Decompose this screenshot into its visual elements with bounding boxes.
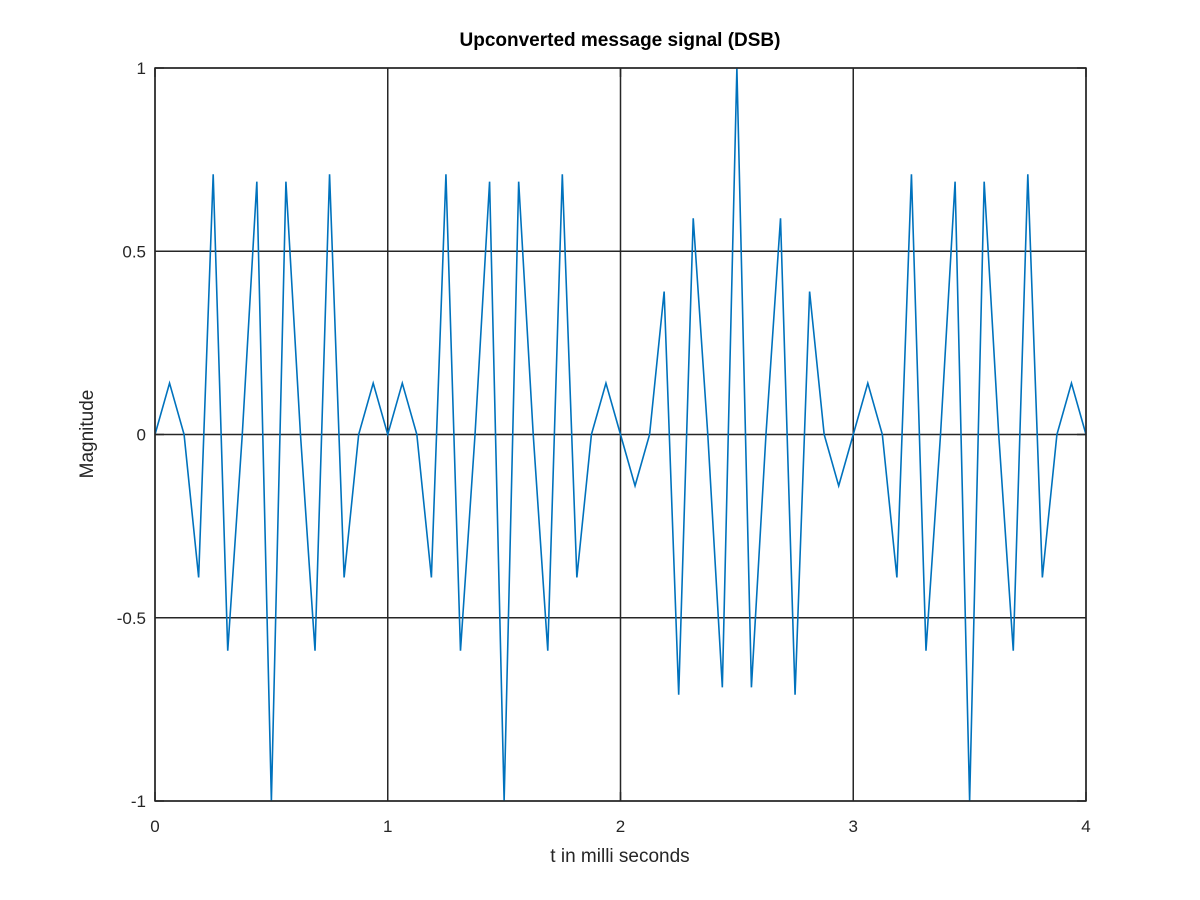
ticks	[154, 67, 1087, 802]
tick-labels: 0 1 2 3 4 -1 -0.5 0 0.5 1	[117, 59, 1091, 836]
x-tick-label-3: 3	[849, 817, 858, 836]
x-tick-label-0: 0	[150, 817, 159, 836]
y-axis-label: Magnitude	[77, 390, 98, 479]
x-tick-label-2: 2	[616, 817, 625, 836]
y-tick-label-0: -1	[131, 792, 146, 811]
y-tick-label-1: -0.5	[117, 609, 146, 628]
y-tick-label-3: 0.5	[122, 242, 146, 261]
series-layer	[154, 67, 1087, 802]
x-tick-label-4: 4	[1081, 817, 1090, 836]
series-line-0	[154, 67, 1087, 802]
y-tick-label-4: 1	[137, 59, 146, 78]
x-axis-label: t in milli seconds	[550, 846, 689, 867]
chart-title: Upconverted message signal (DSB)	[460, 30, 781, 51]
y-tick-label-2: 0	[137, 426, 146, 445]
x-tick-label-1: 1	[383, 817, 392, 836]
